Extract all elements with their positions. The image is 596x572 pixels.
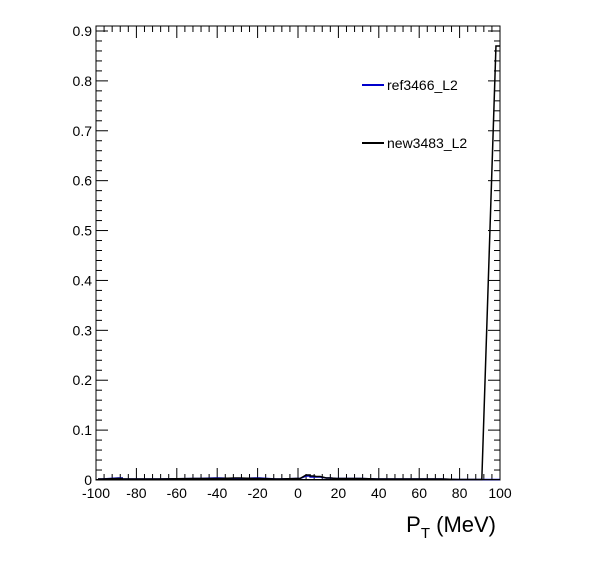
x-tick-label: -40 [207,485,227,501]
y-tick-label: 0.3 [73,322,93,338]
legend-label: ref3466_L2 [387,77,458,93]
x-tick-label: 80 [452,485,468,501]
legend-label: new3483_L2 [387,135,467,151]
x-axis-tick-labels: -100 -80 -60 -40 -20 0 20 40 60 80 100 [82,485,512,501]
x-tick-label: 20 [331,485,347,501]
x-axis-title-subscript: T [421,525,430,542]
x-tick-label: 0 [294,485,302,501]
x-tick-label: -80 [126,485,146,501]
x-tick-label: 100 [488,485,512,501]
y-tick-label: 0.2 [73,372,93,388]
y-tick-label: 0.4 [73,272,93,288]
y-tick-label: 0.7 [73,123,93,139]
series-layer [96,45,500,481]
y-tick-label: 0.5 [73,223,93,239]
x-axis-title: PT (MeV) [406,512,496,542]
y-tick-label: 0.6 [73,173,93,189]
x-tick-label: 60 [411,485,427,501]
y-tick-label: 0 [84,472,92,488]
x-tick-label: 40 [371,485,387,501]
x-tick-label: -100 [82,485,110,501]
plot-frame [95,25,501,481]
x-axis-title-unit: (MeV) [430,512,496,537]
y-axis-ticks [96,30,500,481]
y-tick-label: 0.1 [73,422,93,438]
x-axis-title-main: P [406,512,421,537]
legend: ref3466_L2 new3483_L2 [362,77,467,151]
x-axis-ticks [95,26,501,480]
y-axis-tick-labels: 0 0.1 0.2 0.3 0.4 0.5 0.6 0.7 0.8 0.9 [73,23,93,488]
x-tick-label: -20 [247,485,267,501]
y-tick-label: 0.8 [73,73,93,89]
y-tick-label: 0.9 [73,23,93,39]
x-tick-label: -60 [167,485,187,501]
series-line-2 [98,45,500,481]
